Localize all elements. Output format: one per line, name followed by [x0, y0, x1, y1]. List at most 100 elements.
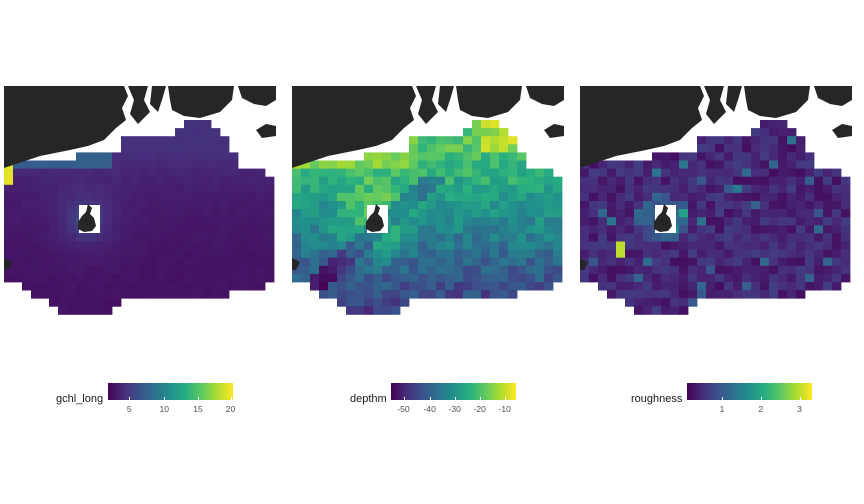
raster-cell — [760, 192, 770, 202]
raster-cell — [13, 241, 23, 250]
raster-cell — [436, 192, 446, 202]
raster-cell — [553, 233, 563, 242]
raster-cell — [148, 160, 158, 169]
raster-cell — [598, 257, 608, 267]
raster-cell — [211, 192, 221, 202]
raster-cell — [58, 192, 68, 202]
raster-cell — [220, 225, 230, 234]
raster-cell — [139, 290, 149, 299]
raster-cell — [670, 176, 680, 186]
raster-cell — [94, 257, 104, 267]
raster-cell — [328, 273, 338, 283]
raster-cell — [481, 176, 491, 186]
raster-cell — [454, 144, 464, 153]
legend-tick-label: 20 — [225, 404, 236, 414]
raster-cell — [463, 136, 473, 145]
raster-cell — [211, 273, 221, 283]
raster-cell — [13, 184, 23, 194]
raster-cell — [436, 265, 446, 275]
raster-cell — [355, 201, 365, 210]
raster-cell — [688, 233, 698, 242]
raster-cell — [733, 209, 743, 218]
raster-cell — [742, 290, 752, 299]
raster-cell — [310, 282, 320, 291]
raster-cell — [139, 217, 149, 226]
raster-cell — [634, 257, 644, 267]
raster-cell — [481, 249, 491, 259]
raster-cell — [301, 184, 311, 194]
raster-cell — [13, 217, 23, 226]
raster-cell — [688, 282, 698, 291]
raster-cell — [247, 257, 257, 267]
raster-cell — [796, 225, 806, 234]
raster-cell — [130, 144, 140, 153]
raster-cell — [535, 257, 545, 267]
raster-cell — [553, 273, 563, 283]
raster-cell — [382, 282, 392, 291]
raster-cell — [373, 168, 383, 178]
raster-cell — [364, 160, 374, 169]
raster-cell — [445, 168, 455, 178]
raster-cell — [823, 233, 833, 242]
raster-cell — [625, 168, 635, 178]
raster-cell — [166, 168, 176, 178]
raster-cell — [76, 298, 86, 307]
raster-cell — [355, 168, 365, 178]
raster-cell — [427, 265, 437, 275]
raster-cell — [139, 168, 149, 178]
raster-cell — [427, 192, 437, 202]
raster-cell — [247, 184, 257, 194]
raster-cell — [67, 168, 77, 178]
raster-cells — [580, 120, 851, 315]
raster-cell — [265, 249, 275, 259]
raster-cell — [715, 176, 725, 186]
raster-cell — [472, 120, 482, 129]
raster-cell — [481, 136, 491, 145]
raster-cell — [589, 217, 599, 226]
raster-cell — [103, 217, 113, 226]
raster-cell — [643, 160, 653, 169]
raster-cell — [67, 225, 77, 234]
raster-cell — [31, 192, 41, 202]
legend-tick-label: -30 — [448, 404, 461, 414]
raster-cell — [103, 290, 113, 299]
raster-cell — [769, 233, 779, 242]
raster-cell — [139, 176, 149, 186]
raster-cell — [67, 241, 77, 250]
raster-cell — [490, 241, 500, 250]
raster-cell — [778, 241, 788, 250]
raster-cell — [355, 249, 365, 259]
raster-cell — [409, 209, 419, 218]
raster-cell — [598, 282, 608, 291]
raster-cell — [715, 282, 725, 291]
raster-cell — [301, 225, 311, 234]
raster-cell — [508, 217, 518, 226]
raster-cell — [202, 168, 212, 178]
raster-cell — [211, 265, 221, 275]
raster-cell — [832, 233, 842, 242]
map-gchl-long — [4, 86, 276, 315]
raster-cell — [490, 273, 500, 283]
raster-cell — [526, 249, 536, 259]
raster-cell — [679, 257, 689, 267]
raster-cell — [31, 249, 41, 259]
raster-cell — [472, 273, 482, 283]
raster-cell — [202, 152, 212, 161]
raster-cell — [166, 225, 176, 234]
raster-cell — [112, 192, 122, 202]
raster-cell — [103, 265, 113, 275]
raster-cell — [121, 217, 131, 226]
raster-cell — [805, 282, 815, 291]
raster-cell — [823, 201, 833, 210]
raster-cell — [598, 184, 608, 194]
raster-cell — [418, 168, 428, 178]
raster-cell — [445, 290, 455, 299]
raster-cell — [427, 160, 437, 169]
raster-cell — [643, 265, 653, 275]
raster-cell — [355, 306, 365, 315]
raster-cell — [202, 192, 212, 202]
raster-cell — [211, 144, 221, 153]
raster-cell — [553, 249, 563, 259]
raster-cell — [607, 273, 617, 283]
raster-cell — [670, 298, 680, 307]
